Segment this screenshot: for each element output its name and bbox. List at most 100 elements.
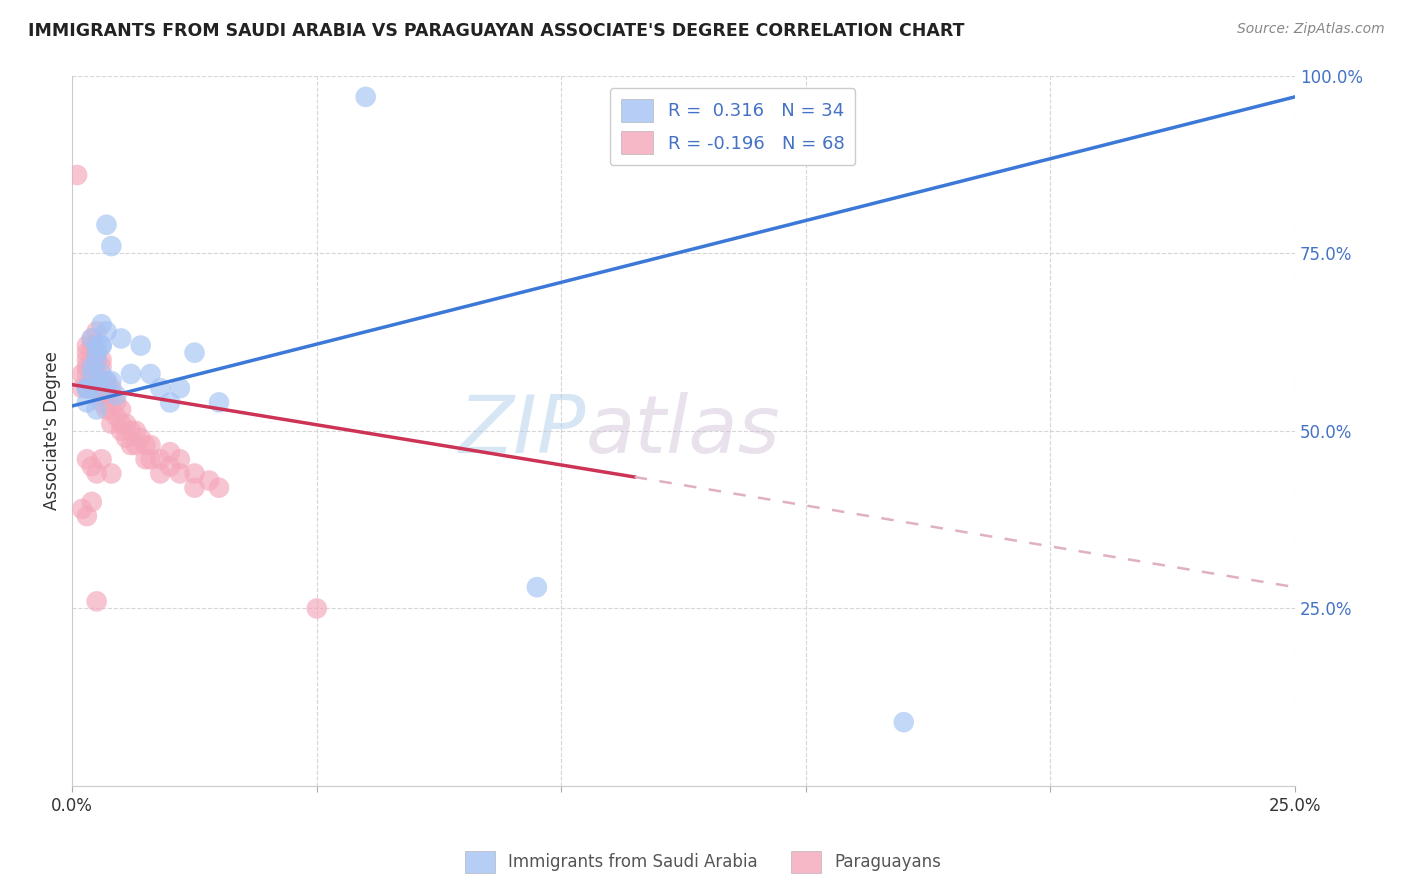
Point xyxy=(125,424,148,438)
Point xyxy=(80,359,103,374)
Point xyxy=(66,168,89,182)
Point xyxy=(183,467,205,481)
Point xyxy=(80,495,103,509)
Point xyxy=(354,90,377,104)
Point xyxy=(80,381,103,395)
Point xyxy=(105,388,128,402)
Point xyxy=(96,218,118,232)
Point xyxy=(110,424,132,438)
Point xyxy=(169,467,191,481)
Point xyxy=(125,438,148,452)
Point xyxy=(90,317,112,331)
Point xyxy=(76,452,98,467)
Point xyxy=(100,381,122,395)
Point xyxy=(86,324,108,338)
Point xyxy=(76,509,98,524)
Point xyxy=(100,374,122,388)
Point xyxy=(86,345,108,359)
Point xyxy=(305,601,328,615)
Point xyxy=(139,367,162,381)
Point xyxy=(110,417,132,431)
Point xyxy=(100,402,122,417)
Point xyxy=(86,338,108,352)
Point xyxy=(76,359,98,374)
Point xyxy=(208,395,231,409)
Point xyxy=(110,402,132,417)
Text: ZIP: ZIP xyxy=(458,392,586,470)
Point xyxy=(80,352,103,367)
Point xyxy=(169,452,191,467)
Text: Source: ZipAtlas.com: Source: ZipAtlas.com xyxy=(1237,22,1385,37)
Point xyxy=(105,395,128,409)
Point xyxy=(120,424,142,438)
Point xyxy=(120,367,142,381)
Point xyxy=(198,474,221,488)
Point xyxy=(149,467,172,481)
Point xyxy=(70,381,93,395)
Point xyxy=(110,331,132,345)
Point xyxy=(76,381,98,395)
Point xyxy=(80,331,103,345)
Point xyxy=(96,374,118,388)
Text: atlas: atlas xyxy=(586,392,780,470)
Point xyxy=(70,502,93,516)
Point xyxy=(86,467,108,481)
Point xyxy=(86,345,108,359)
Point xyxy=(139,438,162,452)
Point xyxy=(76,338,98,352)
Point xyxy=(183,481,205,495)
Point xyxy=(149,452,172,467)
Point xyxy=(80,338,103,352)
Point xyxy=(135,452,157,467)
Point xyxy=(115,431,138,445)
Point xyxy=(90,381,112,395)
Point xyxy=(120,438,142,452)
Legend: R =  0.316   N = 34, R = -0.196   N = 68: R = 0.316 N = 34, R = -0.196 N = 68 xyxy=(610,88,855,165)
Point xyxy=(76,345,98,359)
Point xyxy=(70,367,93,381)
Point xyxy=(100,417,122,431)
Point xyxy=(86,367,108,381)
Point xyxy=(96,374,118,388)
Point xyxy=(90,338,112,352)
Point xyxy=(135,438,157,452)
Point xyxy=(149,381,172,395)
Point xyxy=(76,381,98,395)
Point xyxy=(96,381,118,395)
Point xyxy=(159,395,181,409)
Point xyxy=(183,345,205,359)
Point xyxy=(129,338,152,352)
Point xyxy=(129,431,152,445)
Point xyxy=(169,381,191,395)
Point xyxy=(76,352,98,367)
Point xyxy=(90,367,112,381)
Point xyxy=(90,395,112,409)
Point xyxy=(139,452,162,467)
Point xyxy=(80,367,103,381)
Point xyxy=(159,459,181,474)
Point xyxy=(80,459,103,474)
Point xyxy=(86,352,108,367)
Point xyxy=(105,409,128,424)
Point xyxy=(526,580,548,594)
Point xyxy=(80,367,103,381)
Point xyxy=(76,367,98,381)
Point xyxy=(100,467,122,481)
Point xyxy=(80,331,103,345)
Point xyxy=(90,374,112,388)
Point xyxy=(159,445,181,459)
Point xyxy=(115,417,138,431)
Point xyxy=(76,395,98,409)
Point xyxy=(86,352,108,367)
Point xyxy=(86,594,108,608)
Point xyxy=(208,481,231,495)
Point xyxy=(80,381,103,395)
Point xyxy=(90,388,112,402)
Point xyxy=(100,239,122,253)
Point xyxy=(86,381,108,395)
Point xyxy=(90,452,112,467)
Point xyxy=(90,352,112,367)
Point xyxy=(76,381,98,395)
Point xyxy=(893,715,915,730)
Point xyxy=(90,359,112,374)
